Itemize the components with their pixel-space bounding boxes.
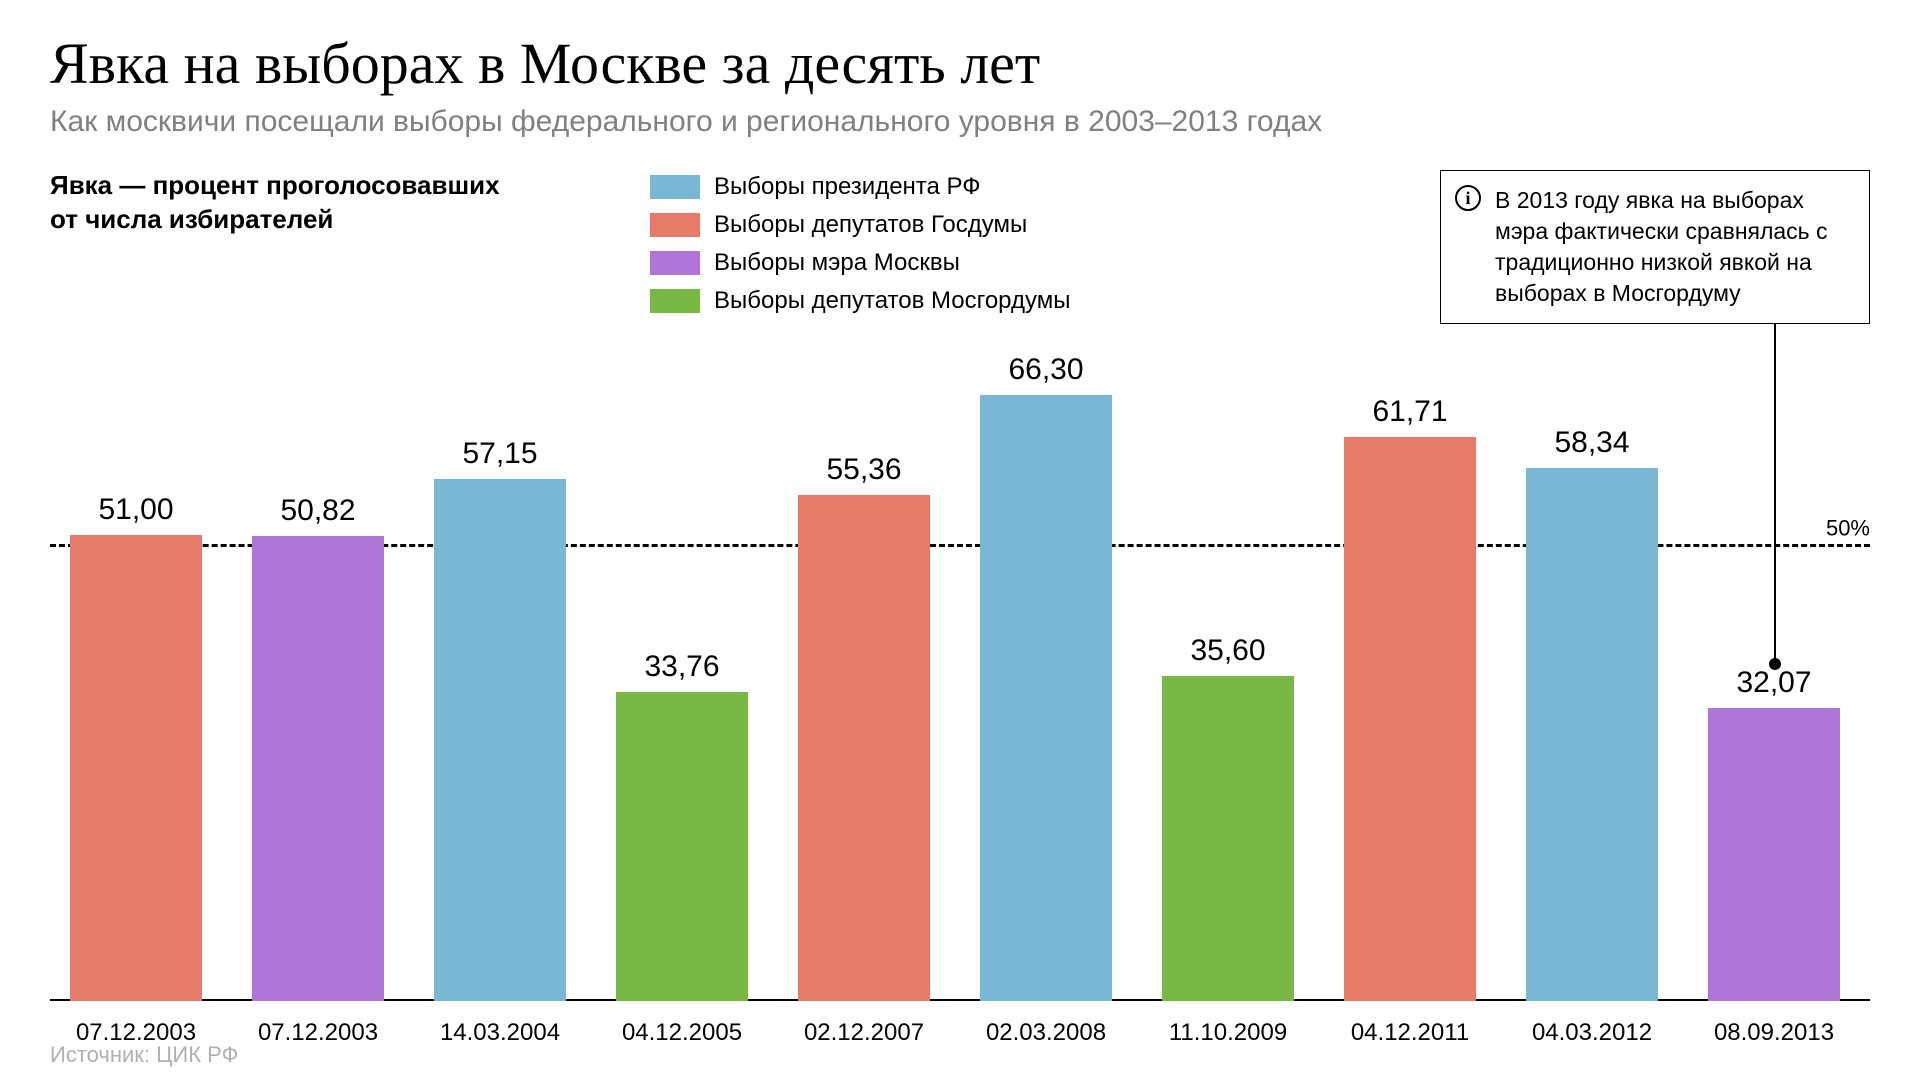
bar: 57,15 [434, 479, 566, 1002]
legend-swatch [650, 251, 700, 275]
bar-value-label: 35,60 [1162, 634, 1294, 668]
bar: 61,71 [1344, 437, 1476, 1001]
bar: 58,34 [1526, 468, 1658, 1001]
y-axis-description: Явка — процент проголосовавших от числа … [50, 169, 590, 237]
bar: 66,30 [980, 395, 1112, 1001]
info-icon: i [1455, 185, 1481, 211]
x-axis-labels: 07.12.200307.12.200314.03.200404.12.2005… [50, 1019, 1870, 1049]
source-credit: Источник: ЦИК РФ [50, 1042, 238, 1068]
bar-value-label: 57,15 [434, 437, 566, 471]
legend: Выборы президента РФВыборы депутатов Гос… [650, 169, 1070, 321]
x-tick-label: 04.03.2012 [1532, 1019, 1652, 1047]
bar: 33,76 [616, 692, 748, 1001]
ylabel-line1: Явка — процент проголосовавших [50, 170, 500, 200]
bar: 50,82 [252, 536, 384, 1001]
legend-label: Выборы депутатов Госдумы [714, 207, 1027, 243]
legend-swatch [650, 289, 700, 313]
x-tick-label: 07.12.2003 [258, 1019, 378, 1047]
legend-item: Выборы мэра Москвы [650, 245, 1070, 281]
bar-value-label: 50,82 [252, 494, 384, 528]
legend-item: Выборы депутатов Госдумы [650, 207, 1070, 243]
page-title: Явка на выборах в Москве за десять лет [50, 30, 1870, 97]
bar-chart: 50% 51,00 50,82 57,15 33,76 55,36 66,30 35,60 61… [50, 361, 1870, 1001]
legend-item: Выборы президента РФ [650, 169, 1070, 205]
bar: 32,07 [1708, 708, 1840, 1001]
bar-value-label: 32,07 [1708, 666, 1840, 700]
annotation-box: i В 2013 году явка на выборах мэра факти… [1440, 170, 1870, 324]
bar-value-label: 61,71 [1344, 395, 1476, 429]
page-subtitle: Как москвичи посещали выборы федеральног… [50, 105, 1870, 139]
legend-label: Выборы президента РФ [714, 169, 981, 205]
x-tick-label: 04.12.2011 [1351, 1019, 1469, 1047]
infographic-container: Явка на выборах в Москве за десять лет К… [0, 0, 1920, 1086]
reference-line-label: 50% [1818, 515, 1870, 541]
bar-value-label: 55,36 [798, 453, 930, 487]
legend-swatch [650, 175, 700, 199]
bar: 55,36 [798, 495, 930, 1001]
annotation-leader-line [1774, 324, 1776, 664]
x-tick-label: 02.12.2007 [804, 1019, 924, 1047]
x-tick-label: 04.12.2005 [622, 1019, 742, 1047]
x-tick-label: 11.10.2009 [1169, 1019, 1287, 1047]
legend-swatch [650, 213, 700, 237]
annotation-leader-dot [1769, 658, 1781, 670]
annotation-text: В 2013 году явка на выборах мэра фактиче… [1495, 187, 1828, 306]
bar: 51,00 [70, 535, 202, 1001]
bar-value-label: 51,00 [70, 493, 202, 527]
x-tick-label: 08.09.2013 [1714, 1019, 1834, 1047]
legend-label: Выборы депутатов Мосгордумы [714, 283, 1070, 319]
bar-value-label: 58,34 [1526, 426, 1658, 460]
legend-item: Выборы депутатов Мосгордумы [650, 283, 1070, 319]
x-tick-label: 14.03.2004 [440, 1019, 560, 1047]
ylabel-line2: от числа избирателей [50, 204, 333, 234]
x-tick-label: 02.03.2008 [986, 1019, 1106, 1047]
legend-label: Выборы мэра Москвы [714, 245, 960, 281]
bar: 35,60 [1162, 676, 1294, 1001]
bar-value-label: 33,76 [616, 650, 748, 684]
bar-value-label: 66,30 [980, 353, 1112, 387]
